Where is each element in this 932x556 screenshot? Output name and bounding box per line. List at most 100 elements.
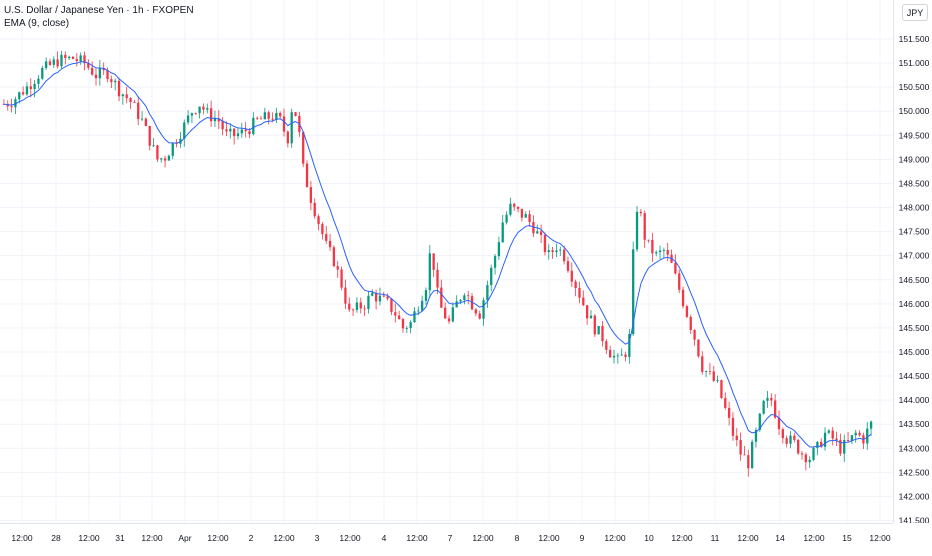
symbol-legend[interactable]: U.S. Dollar / Japanese Yen · 1h · FXOPEN bbox=[4, 5, 194, 16]
candle bbox=[670, 249, 673, 264]
candle bbox=[739, 432, 742, 461]
candle bbox=[643, 210, 646, 248]
candle bbox=[501, 215, 504, 244]
candle bbox=[328, 233, 332, 251]
candle bbox=[685, 304, 689, 319]
candle bbox=[14, 96, 17, 115]
price-tick-label: 148.500 bbox=[899, 178, 930, 188]
candle bbox=[148, 125, 151, 151]
candle bbox=[701, 351, 704, 375]
candle bbox=[436, 262, 439, 295]
price-tick-label: 142.000 bbox=[899, 491, 930, 501]
candle bbox=[585, 305, 589, 325]
price-tick-label: 150.000 bbox=[899, 106, 930, 116]
candle bbox=[367, 291, 370, 314]
candle bbox=[862, 432, 865, 450]
candle bbox=[71, 56, 75, 60]
candle bbox=[578, 281, 581, 304]
candle bbox=[275, 107, 278, 124]
candle bbox=[559, 246, 562, 256]
candle bbox=[647, 239, 650, 243]
price-tick-label: 146.000 bbox=[899, 299, 930, 309]
candle bbox=[325, 225, 328, 245]
candle bbox=[302, 131, 305, 168]
grid bbox=[0, 0, 893, 523]
time-tick-label: 12:00 bbox=[803, 533, 825, 543]
time-tick-label: 12:00 bbox=[671, 533, 693, 543]
candle bbox=[114, 78, 117, 91]
price-tick-label: 143.500 bbox=[899, 419, 930, 429]
candle bbox=[777, 410, 781, 435]
candle bbox=[689, 314, 692, 335]
candle bbox=[340, 266, 343, 291]
candle bbox=[48, 58, 52, 67]
price-axis[interactable]: 151.500 151.000 150.500 150.000 149.500 149.0… bbox=[893, 0, 932, 526]
candle bbox=[394, 303, 397, 323]
candle bbox=[566, 256, 570, 273]
candle bbox=[620, 348, 623, 356]
candle bbox=[355, 297, 359, 313]
candle bbox=[812, 446, 815, 462]
candle bbox=[121, 93, 125, 105]
price-chart[interactable]: U.S. Dollar / Japanese Yen · 1h · FXOPEN… bbox=[0, 0, 893, 523]
time-tick-label: Apr bbox=[178, 533, 191, 543]
candle bbox=[704, 370, 708, 378]
candle bbox=[432, 253, 435, 278]
candle bbox=[628, 328, 631, 364]
price-tick-label: 148.000 bbox=[899, 203, 930, 213]
time-tick-label: 3 bbox=[315, 533, 320, 543]
candlestick-plot[interactable] bbox=[0, 0, 893, 523]
price-tick-label: 144.000 bbox=[899, 395, 930, 405]
candle bbox=[156, 144, 159, 162]
candle bbox=[551, 246, 554, 259]
price-tick-label: 147.500 bbox=[899, 227, 930, 237]
candle bbox=[386, 293, 389, 301]
candle bbox=[21, 86, 25, 96]
ema-line bbox=[3, 61, 872, 448]
candle bbox=[405, 325, 408, 333]
time-tick-label: 12:00 bbox=[538, 533, 560, 543]
candle bbox=[601, 321, 604, 347]
candle bbox=[597, 325, 600, 335]
candle bbox=[332, 245, 336, 268]
candle bbox=[229, 123, 232, 139]
candle bbox=[321, 222, 324, 240]
candle bbox=[505, 211, 508, 225]
candle bbox=[52, 56, 55, 68]
candle bbox=[547, 244, 550, 260]
time-tick-label: 28 bbox=[51, 533, 61, 543]
candle bbox=[279, 111, 282, 120]
candle bbox=[543, 232, 547, 256]
candle bbox=[708, 362, 712, 375]
currency-badge[interactable]: JPY bbox=[902, 4, 928, 21]
time-axis[interactable]: 12:00 28 12:00 31 12:00 Apr 12:00 2 12:00 3 12:00 4… bbox=[0, 523, 893, 550]
time-tick-label: 15 bbox=[842, 533, 852, 543]
candle bbox=[846, 432, 850, 443]
time-tick-label: 14 bbox=[775, 533, 785, 543]
candle bbox=[209, 100, 213, 127]
candle bbox=[474, 308, 478, 317]
price-tick-label: 147.000 bbox=[899, 251, 930, 261]
candle bbox=[785, 435, 788, 448]
candle bbox=[194, 112, 197, 115]
candle bbox=[363, 305, 366, 317]
candle bbox=[750, 439, 754, 469]
candle bbox=[60, 50, 63, 69]
candle bbox=[259, 115, 263, 120]
time-tick-label: 9 bbox=[580, 533, 585, 543]
candle bbox=[516, 206, 520, 213]
price-tick-label: 141.500 bbox=[899, 516, 930, 524]
candle bbox=[735, 427, 738, 447]
candle bbox=[869, 420, 873, 437]
candle bbox=[424, 287, 428, 305]
candle bbox=[144, 117, 148, 127]
candle bbox=[244, 121, 247, 138]
ema-legend[interactable]: EMA (9, close) bbox=[4, 18, 70, 29]
candle bbox=[221, 117, 224, 136]
candle bbox=[67, 55, 71, 61]
price-tick-label: 151.500 bbox=[899, 34, 930, 44]
candle bbox=[444, 302, 447, 319]
candle bbox=[781, 427, 784, 444]
candle bbox=[282, 108, 286, 137]
time-tick-label: 12:00 bbox=[737, 533, 759, 543]
